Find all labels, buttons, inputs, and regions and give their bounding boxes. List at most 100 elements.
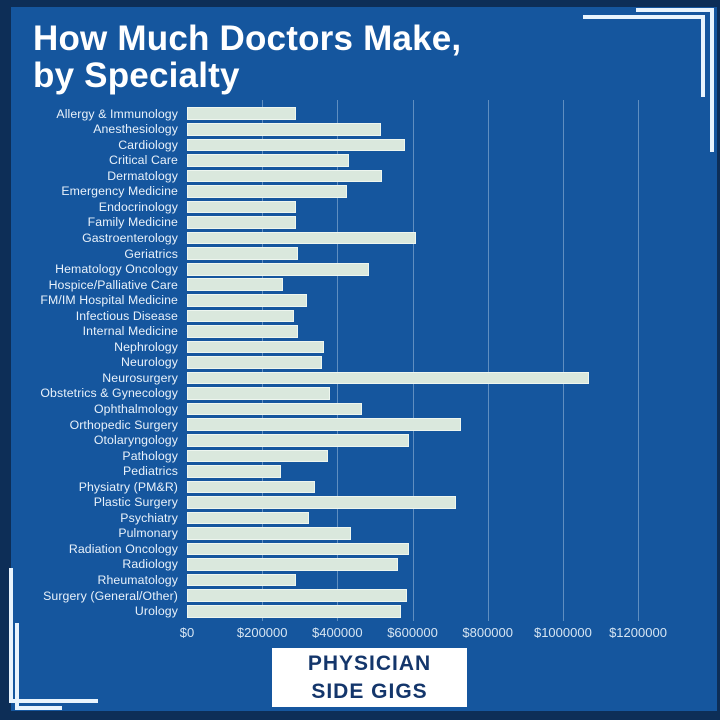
x-tick-label: $0 bbox=[179, 625, 195, 640]
chart-row: Plastic Surgery bbox=[0, 495, 660, 511]
specialty-label: Cardiology bbox=[118, 137, 178, 152]
specialty-label: Pulmonary bbox=[118, 526, 178, 541]
salary-bar bbox=[187, 418, 462, 431]
x-tick-label: $1200000 bbox=[609, 625, 667, 640]
chart-row: Obstetrics & Gynecology bbox=[0, 386, 660, 402]
bar-track bbox=[187, 309, 660, 323]
bar-track bbox=[187, 542, 660, 556]
specialty-label: Nephrology bbox=[114, 339, 178, 354]
salary-bar bbox=[187, 294, 308, 307]
bar-track bbox=[187, 604, 660, 618]
bar-track bbox=[187, 527, 660, 540]
page-title: How Much Doctors Make, by Specialty bbox=[33, 20, 461, 95]
bar-track bbox=[187, 449, 660, 463]
specialty-label: Psychiatry bbox=[120, 510, 178, 525]
chart-row: Radiology bbox=[0, 557, 660, 573]
chart-row: Infectious Disease bbox=[0, 308, 660, 324]
salary-bar bbox=[187, 496, 456, 509]
chart-row: FM/IM Hospital Medicine bbox=[0, 293, 660, 309]
salary-bar bbox=[187, 558, 398, 571]
bar-track bbox=[187, 185, 660, 198]
chart-row: Nephrology bbox=[0, 339, 660, 355]
specialty-label: Physiatry (PM&R) bbox=[78, 479, 178, 494]
salary-bar bbox=[187, 200, 296, 214]
x-tick-label: $1000000 bbox=[533, 625, 592, 640]
specialty-label: Pediatrics bbox=[123, 464, 178, 479]
salary-bar bbox=[187, 247, 298, 260]
chart-row: Endocrinology bbox=[0, 199, 660, 215]
bar-track bbox=[187, 480, 660, 494]
bar-track bbox=[187, 247, 660, 260]
badge-line2: SIDE GIGS bbox=[311, 679, 428, 703]
chart-row: Family Medicine bbox=[0, 215, 660, 231]
specialty-label: Hospice/Palliative Care bbox=[48, 277, 178, 292]
specialty-label: Anesthesiology bbox=[93, 122, 178, 137]
specialty-label: Dermatology bbox=[107, 168, 178, 183]
specialty-label: Neurology bbox=[121, 355, 178, 370]
chart-row: Rheumatology bbox=[0, 572, 660, 588]
bar-chart: Allergy & Immunology Anesthesiology Card… bbox=[0, 106, 660, 619]
chart-row: Critical Care bbox=[0, 153, 660, 169]
salary-bar bbox=[187, 480, 315, 494]
specialty-label: FM/IM Hospital Medicine bbox=[40, 293, 178, 308]
salary-bar bbox=[187, 185, 347, 198]
bar-track bbox=[187, 200, 660, 214]
specialty-label: Rheumatology bbox=[97, 573, 178, 588]
corner-frame-bottom-left-inner bbox=[15, 623, 62, 710]
specialty-label: Internal Medicine bbox=[82, 324, 178, 339]
chart-row: Gastroenterology bbox=[0, 230, 660, 246]
bar-track bbox=[187, 325, 660, 338]
chart-row: Pulmonary bbox=[0, 526, 660, 542]
bar-track bbox=[187, 387, 660, 400]
chart-row: Surgery (General/Other) bbox=[0, 588, 660, 604]
chart-row: Otolaryngology bbox=[0, 432, 660, 448]
chart-row: Neurosurgery bbox=[0, 370, 660, 386]
salary-bar bbox=[187, 542, 409, 556]
specialty-label: Emergency Medicine bbox=[61, 184, 178, 199]
chart-row: Urology bbox=[0, 604, 660, 620]
chart-row: Dermatology bbox=[0, 168, 660, 184]
salary-bar bbox=[187, 511, 310, 525]
salary-bar bbox=[187, 433, 409, 447]
page-title-line2: by Specialty bbox=[33, 56, 240, 96]
specialty-label: Obstetrics & Gynecology bbox=[40, 386, 178, 401]
x-axis: $0 $200000 $400000 $600000 $800000 $1000000 $1… bbox=[180, 625, 667, 641]
specialty-label: Urology bbox=[134, 604, 178, 619]
bar-track bbox=[187, 169, 660, 183]
bar-track bbox=[187, 465, 660, 478]
x-tick-label: $600000 bbox=[387, 625, 438, 640]
chart-row: Hematology Oncology bbox=[0, 261, 660, 277]
salary-bar bbox=[187, 169, 383, 183]
bar-track bbox=[187, 371, 660, 385]
chart-row: Radiation Oncology bbox=[0, 541, 660, 557]
bar-track bbox=[187, 278, 660, 292]
salary-bar bbox=[187, 325, 298, 338]
specialty-label: Radiology bbox=[122, 557, 178, 572]
corner-frame-top-right-outer bbox=[636, 8, 714, 152]
salary-bar bbox=[187, 573, 296, 587]
bar-track bbox=[187, 294, 660, 307]
salary-bar bbox=[187, 123, 381, 136]
salary-bar bbox=[187, 402, 362, 416]
specialty-label: Critical Care bbox=[109, 153, 178, 168]
chart-row: Anesthesiology bbox=[0, 122, 660, 138]
salary-bar bbox=[187, 231, 417, 245]
chart-row: Ophthalmology bbox=[0, 401, 660, 417]
specialty-label: Infectious Disease bbox=[75, 308, 178, 323]
specialty-label: Surgery (General/Other) bbox=[43, 588, 178, 603]
bar-track bbox=[187, 558, 660, 571]
specialty-label: Pathology bbox=[122, 448, 178, 463]
salary-bar bbox=[187, 449, 328, 463]
physician-side-gigs-badge: PHYSICIAN SIDE GIGS bbox=[272, 648, 467, 707]
salary-bar bbox=[187, 107, 296, 121]
specialty-label: Orthopedic Surgery bbox=[69, 417, 178, 432]
bar-track bbox=[187, 340, 660, 354]
bar-track bbox=[187, 418, 660, 431]
salary-bar bbox=[187, 138, 405, 152]
bar-track bbox=[187, 511, 660, 525]
bar-track bbox=[187, 433, 660, 447]
corner-frame-top-right-inner bbox=[583, 15, 705, 97]
salary-bar bbox=[187, 387, 330, 400]
badge-line1: PHYSICIAN bbox=[307, 652, 432, 676]
